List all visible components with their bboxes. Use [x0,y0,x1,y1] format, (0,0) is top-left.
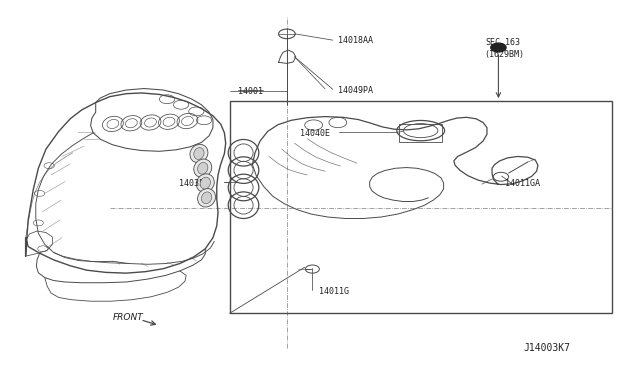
Ellipse shape [190,144,208,163]
Text: (1629BM): (1629BM) [484,51,524,60]
Text: 14018AA: 14018AA [338,36,373,45]
Text: 14035: 14035 [179,179,204,187]
Text: SEC.163: SEC.163 [486,38,521,47]
Text: 14011GA: 14011GA [505,179,540,187]
Ellipse shape [196,174,214,192]
Bar [230,101,612,313]
Circle shape [491,43,506,52]
Text: 14049PA: 14049PA [338,86,373,94]
Ellipse shape [198,163,208,174]
Ellipse shape [202,192,212,204]
Ellipse shape [198,189,216,207]
Text: 14011G: 14011G [319,287,349,296]
Text: 14040E: 14040E [300,129,330,138]
Ellipse shape [194,159,212,177]
Ellipse shape [200,177,211,189]
Text: FRONT: FRONT [113,313,143,322]
Ellipse shape [194,148,204,159]
Text: J14003K7: J14003K7 [524,343,571,353]
Bar [399,124,442,142]
Text: 14001: 14001 [239,87,264,96]
